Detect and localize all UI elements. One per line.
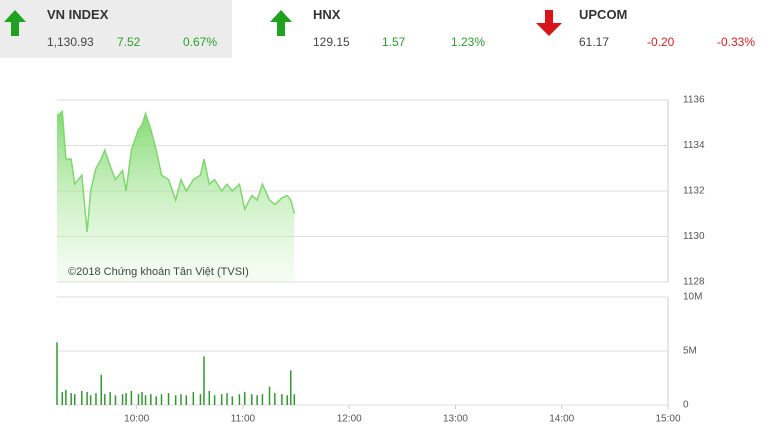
index-percent: -0.33% [716,35,755,49]
index-percent: 1.23% [450,35,485,49]
y-tick-label: 10M [683,292,702,303]
volume-bar [150,394,152,405]
volume-bar [125,393,127,405]
volume-bar [89,395,92,405]
volume-bar [61,392,64,405]
volume-bar [192,392,195,405]
volume-bar [130,390,133,405]
index-change: 1.57 [382,35,406,49]
volume-bar [155,396,157,405]
x-tick-label: 13:00 [443,414,468,425]
index-name: HNX [313,7,341,22]
index-tile[interactable]: UPCOM 61.17 -0.20 -0.33% [534,0,767,58]
index-value: 1,130.93 [47,35,94,49]
index-value: 129.15 [313,35,350,49]
index-change: -0.20 [647,35,675,49]
index-value: 61.17 [579,35,610,49]
volume-bar [65,389,67,405]
volume-bar [199,394,202,405]
y-tick-label: 1134 [683,140,705,151]
volume-bar [86,392,88,405]
down-arrow [536,10,562,36]
up-arrow [270,10,292,36]
volume-bar [70,393,72,405]
volume-bar [286,395,288,405]
line [56,109,296,233]
index-tile[interactable]: HNX 129.15 1.57 1.23% [268,0,500,58]
volume-bar [213,395,216,405]
volume-bar [95,393,97,405]
watermark: ©2018 Chứng khoán Tân Việt (TVSI) [68,266,249,278]
volume-bar [238,394,241,405]
y-tick-label: 1132 [683,186,705,197]
volume-bar [104,394,106,405]
volume-bar [81,390,83,405]
up-arrow [4,10,26,36]
x-tick-label: 15:00 [655,414,680,425]
x-tick-label: 12:00 [337,414,362,425]
volume-bar [293,394,296,405]
volume-bar [268,386,271,405]
volume-bar [185,395,188,405]
volume-bar [261,394,264,405]
index-tile[interactable]: VN INDEX 1,130.93 7.52 0.67% [0,0,232,58]
volume-bar [231,396,234,405]
volume-bar [174,395,177,405]
volume-bar [226,393,228,405]
volume-bar [121,394,124,405]
y-tick-label: 1130 [683,231,705,242]
area [57,111,295,282]
volume-bar [208,390,211,405]
y-tick-label: 5M [683,346,697,357]
volume-bar [243,392,246,405]
volume-bar [137,394,140,405]
volume-bar [290,370,292,405]
index-name: VN INDEX [47,7,109,22]
y-tick-label: 1128 [683,277,705,288]
volume-bar [141,392,143,405]
y-tick-label: 0 [683,400,689,411]
volume-bar [281,394,283,405]
volume-bar [114,395,117,405]
volume-bar [160,394,163,405]
x-tick-label: 14:00 [549,414,574,425]
index-change: 7.52 [117,35,141,49]
index-percent: 0.67% [182,35,217,49]
volume-bar [180,394,182,405]
volume-bar [73,394,76,405]
volume-bar [109,392,111,405]
x-tick-label: 10:00 [124,414,149,425]
x-tick-label: 11:00 [231,414,256,425]
volume-bar [220,394,223,405]
index-name: UPCOM [579,7,628,22]
volume-bar [251,394,253,405]
y-tick-label: 1136 [683,95,705,106]
volume-bar [274,393,276,405]
volume-bar [203,356,205,405]
volume-bar [167,393,170,405]
volume-bar [144,395,147,405]
volume-bar [100,374,103,405]
volume-bar [56,342,58,405]
volume-bar [256,395,258,405]
